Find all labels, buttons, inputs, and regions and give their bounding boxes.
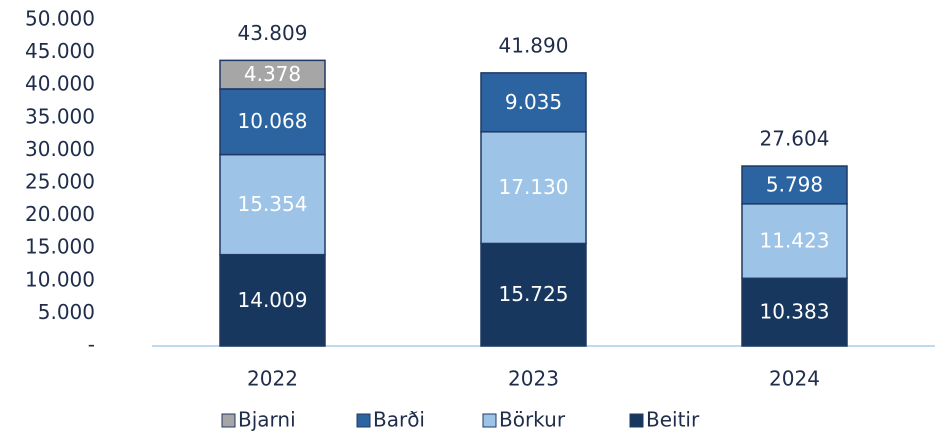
- bar-segment: [480, 72, 587, 133]
- legend-swatch: [221, 413, 236, 428]
- legend-swatch: [482, 413, 497, 428]
- y-tick-label: 15.000: [25, 235, 95, 259]
- x-tick-label: 2023: [508, 367, 559, 391]
- y-tick-label: 25.000: [25, 170, 95, 194]
- legend-label: Börkur: [499, 408, 566, 432]
- legend-label: Bjarni: [238, 408, 296, 432]
- value-label: 17.130: [499, 175, 569, 199]
- bar-segment: [741, 203, 848, 280]
- y-tick-label: -: [88, 333, 95, 357]
- legend-label: Barði: [373, 408, 425, 432]
- y-tick-label: 20.000: [25, 202, 95, 226]
- bar-segment: [741, 165, 848, 205]
- bar-segment: [741, 277, 848, 347]
- total-label: 27.604: [760, 127, 830, 151]
- value-label: 10.383: [760, 300, 830, 324]
- value-label: 10.068: [238, 109, 308, 133]
- bar-segment: [480, 242, 587, 347]
- value-label: 11.423: [760, 229, 830, 253]
- bar-segment: [219, 153, 326, 256]
- y-tick-label: 50.000: [25, 7, 95, 31]
- x-tick-label: 2024: [769, 367, 820, 391]
- y-tick-label: 45.000: [25, 39, 95, 63]
- legend-label: Beitir: [646, 408, 700, 432]
- y-tick-label: 40.000: [25, 72, 95, 96]
- bar-segment: [219, 253, 326, 347]
- y-tick-label: 30.000: [25, 137, 95, 161]
- legend-swatch: [629, 413, 644, 428]
- value-label: 4.378: [244, 62, 301, 86]
- y-tick-label: 35.000: [25, 104, 95, 128]
- value-label: 14.009: [238, 288, 308, 312]
- y-tick-label: 5.000: [38, 300, 95, 324]
- x-tick-label: 2022: [247, 367, 298, 391]
- value-label: 5.798: [766, 172, 823, 196]
- value-label: 15.725: [499, 282, 569, 306]
- bar-segment: [219, 59, 326, 90]
- legend-swatch: [356, 413, 371, 428]
- value-label: 9.035: [505, 90, 562, 114]
- bar-segment: [480, 131, 587, 245]
- total-label: 41.890: [499, 33, 569, 57]
- total-label: 43.809: [238, 21, 308, 45]
- value-label: 15.354: [238, 192, 308, 216]
- y-tick-label: 10.000: [25, 267, 95, 291]
